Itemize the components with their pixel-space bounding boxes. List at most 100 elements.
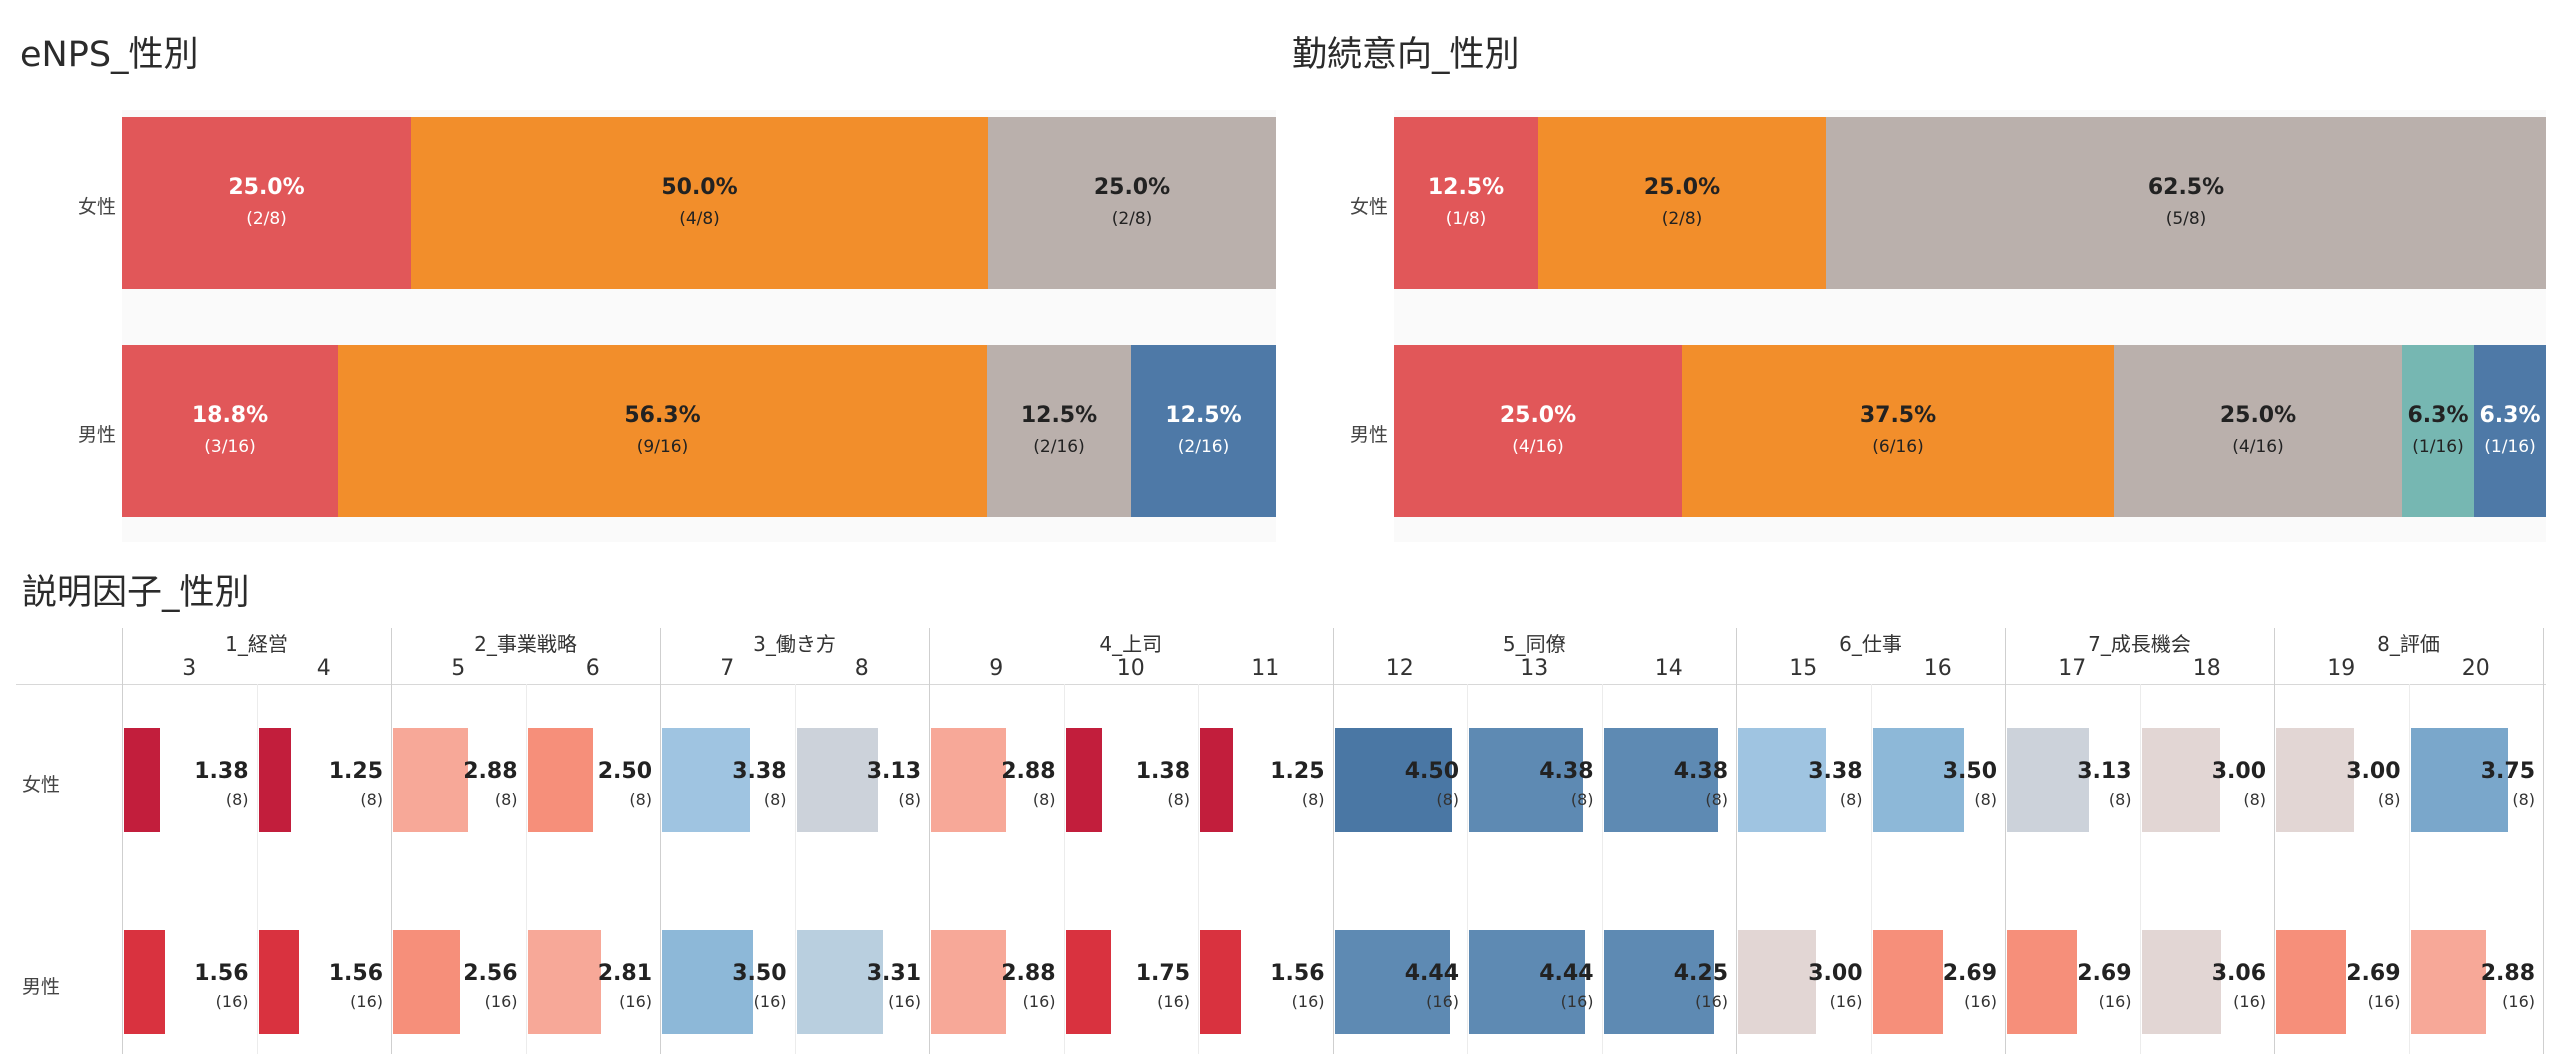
segment-percent-label: 12.5% bbox=[1165, 403, 1242, 428]
factor-bar bbox=[1334, 728, 1452, 832]
segment-percent-label: 25.0% bbox=[1093, 175, 1171, 200]
factor-count-label: (8) bbox=[2108, 790, 2132, 809]
factor-count-label: (16) bbox=[753, 992, 787, 1011]
segment-percent-label: 62.5% bbox=[2147, 175, 2225, 200]
factor-count-label: (8) bbox=[1436, 790, 1459, 809]
segment-count-label: (6/16) bbox=[1872, 437, 1924, 457]
factor-count-label: (8) bbox=[2512, 790, 2535, 809]
segment-count-label: (4/16) bbox=[2232, 437, 2284, 457]
factor-value-label: 2.69 bbox=[1942, 961, 1997, 986]
segment-count-label: (4/16) bbox=[1512, 437, 1564, 457]
factor-count-label: (8) bbox=[2243, 790, 2266, 809]
segment-percent-label: 37.5% bbox=[1859, 403, 1937, 428]
factor-column-label: 6 bbox=[585, 656, 600, 681]
factor-count-label: (16) bbox=[888, 992, 921, 1011]
factor-count-label: (8) bbox=[763, 790, 787, 809]
segment-count-label: (5/8) bbox=[2165, 209, 2207, 229]
factor-group-divider bbox=[2543, 628, 2544, 1054]
factor-row-label-female: 女性 bbox=[22, 774, 61, 796]
segment-count-label: (2/8) bbox=[1111, 209, 1153, 229]
factor-value-label: 3.00 bbox=[1808, 961, 1863, 986]
factor-count-label: (8) bbox=[225, 790, 249, 809]
factor-count-label: (16) bbox=[215, 992, 249, 1011]
factor-column-divider bbox=[1467, 684, 1468, 1054]
stacked-segment: 25.0% (2/8) bbox=[1538, 117, 1826, 289]
factor-bar bbox=[393, 930, 460, 1034]
factor-value-label: 2.50 bbox=[597, 759, 652, 784]
factor-group-divider bbox=[1332, 628, 1334, 1054]
factor-value-label: 2.88 bbox=[1001, 759, 1056, 784]
factor-value-label: 2.69 bbox=[2077, 961, 2132, 986]
factor-count-label: (16) bbox=[1695, 992, 1728, 1011]
factor-value-label: 1.56 bbox=[1270, 961, 1325, 986]
stacked-segment: 6.3% (1/16) bbox=[2402, 345, 2474, 517]
segment-count-label: (1/8) bbox=[1445, 209, 1487, 229]
factor-column-divider bbox=[525, 684, 527, 1054]
factor-group-label: 4_上司 bbox=[1099, 632, 1163, 656]
segment-count-label: (2/16) bbox=[1033, 437, 1085, 457]
stacked-segment: 25.0% (2/8) bbox=[122, 117, 411, 289]
factor-bar bbox=[1334, 930, 1451, 1034]
factor-count-label: (8) bbox=[1570, 790, 1594, 809]
factor-count-label: (16) bbox=[350, 992, 383, 1011]
enps-row-label-male: 男性 bbox=[77, 424, 116, 446]
factor-group-label: 2_事業戦略 bbox=[474, 632, 577, 656]
stacked-segment: 37.5% (6/16) bbox=[1682, 345, 2114, 517]
factor-value-label: 2.88 bbox=[2480, 961, 2535, 986]
factor-count-label: (16) bbox=[1426, 992, 1459, 1011]
factor-count-label: (8) bbox=[1301, 790, 1325, 809]
factor-column-label: 20 bbox=[2461, 656, 2490, 681]
factor-bar bbox=[662, 930, 754, 1034]
segment-percent-label: 25.0% bbox=[2219, 403, 2297, 428]
factor-group-label: 1_経営 bbox=[225, 632, 288, 656]
segment-count-label: (2/8) bbox=[1661, 209, 1703, 229]
stacked-segment: 50.0% (4/8) bbox=[411, 117, 988, 289]
factor-column-label: 10 bbox=[1116, 656, 1145, 681]
factor-column-label: 16 bbox=[1923, 656, 1952, 681]
factor-value-label: 2.56 bbox=[463, 961, 518, 986]
factor-column-divider bbox=[2139, 684, 2141, 1054]
factor-bar bbox=[1469, 728, 1584, 832]
factor-column-label: 4 bbox=[316, 656, 331, 681]
factor-group-label: 6_仕事 bbox=[1839, 632, 1902, 656]
factor-header-divider bbox=[16, 684, 2546, 685]
factor-group-label: 5_同僚 bbox=[1502, 632, 1566, 656]
factor-count-label: (16) bbox=[1157, 992, 1190, 1011]
factor-bar bbox=[1872, 930, 1943, 1034]
segment-count-label: (1/16) bbox=[2412, 437, 2464, 457]
factor-bar bbox=[1872, 728, 1964, 832]
factor-bar bbox=[931, 728, 1007, 832]
factor-value-label: 1.56 bbox=[328, 961, 383, 986]
segment-percent-label: 56.3% bbox=[624, 403, 701, 428]
segment-percent-label: 6.3% bbox=[2479, 403, 2541, 428]
factor-bar bbox=[796, 728, 879, 832]
segment-count-label: (3/16) bbox=[204, 437, 256, 457]
factor-bar bbox=[1065, 728, 1102, 832]
factor-bar bbox=[1738, 728, 1827, 832]
segment-percent-label: 25.0% bbox=[1643, 175, 1721, 200]
factor-value-label: 3.06 bbox=[2211, 961, 2266, 986]
factor-value-label: 3.13 bbox=[866, 759, 921, 784]
factor-bar bbox=[2007, 930, 2078, 1034]
factor-group-label: 3_働き方 bbox=[753, 632, 836, 656]
segment-count-label: (4/8) bbox=[679, 209, 720, 229]
factor-value-label: 1.38 bbox=[194, 759, 249, 784]
factor-column-label: 12 bbox=[1385, 656, 1414, 681]
factor-group-divider bbox=[929, 628, 930, 1054]
enps-row-label-female: 女性 bbox=[77, 196, 116, 218]
segment-percent-label: 6.3% bbox=[2407, 403, 2469, 428]
factor-column-label: 18 bbox=[2192, 656, 2221, 681]
factor-value-label: 1.38 bbox=[1135, 759, 1190, 784]
factor-count-label: (16) bbox=[1829, 992, 1863, 1011]
factor-count-label: (8) bbox=[360, 790, 383, 809]
factor-count-label: (16) bbox=[1560, 992, 1594, 1011]
factor-column-label: 14 bbox=[1654, 656, 1683, 681]
factor-value-label: 3.50 bbox=[732, 961, 787, 986]
factor-value-label: 3.50 bbox=[1942, 759, 1997, 784]
factor-count-label: (8) bbox=[494, 790, 518, 809]
factor-value-label: 2.69 bbox=[2346, 961, 2401, 986]
enps-bar-female: 25.0% (2/8) 50.0% (4/8) 25.0% (2/8) bbox=[122, 117, 1276, 289]
factor-column-label: 17 bbox=[2058, 656, 2087, 681]
factor-column-divider bbox=[256, 684, 258, 1054]
factor-count-label: (8) bbox=[1839, 790, 1863, 809]
